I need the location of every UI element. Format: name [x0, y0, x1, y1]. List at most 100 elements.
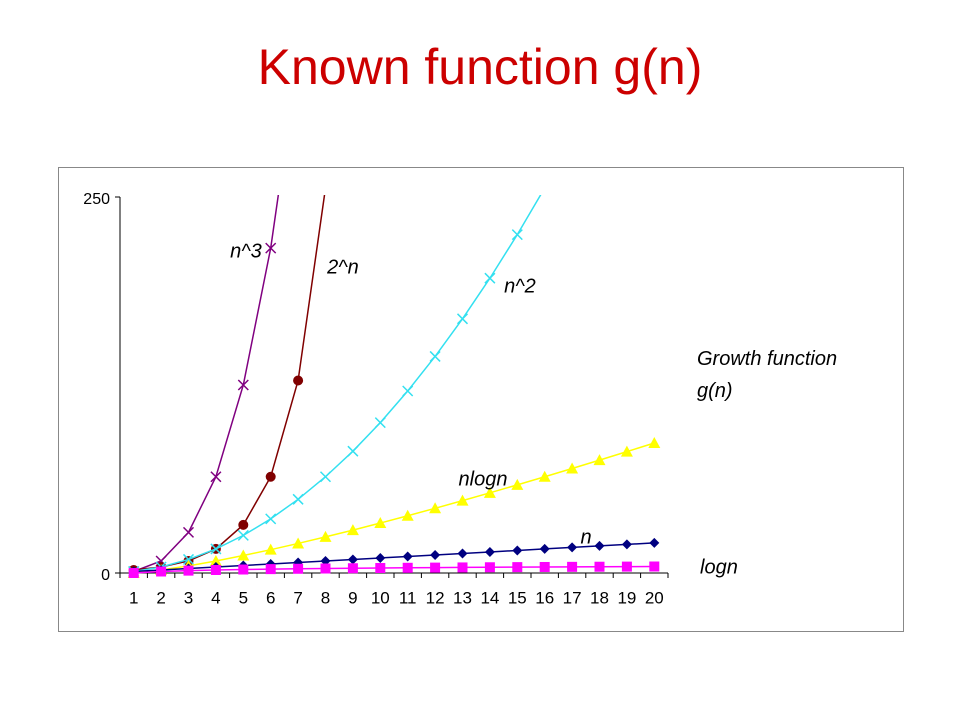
marker [483, 486, 496, 498]
x-tick-label: 4 [211, 588, 220, 607]
marker [238, 519, 249, 530]
chart-frame [58, 167, 904, 632]
marker [649, 561, 660, 572]
marker [402, 385, 414, 397]
marker [347, 554, 358, 565]
marker [293, 52, 303, 62]
marker [457, 562, 468, 573]
marker [540, 183, 550, 193]
marker [484, 272, 496, 284]
marker [320, 563, 331, 574]
marker [319, 530, 332, 542]
marker [622, 25, 632, 35]
annotation: Growth function g(n) [697, 348, 838, 402]
marker [183, 565, 194, 576]
x-tick-label: 5 [239, 588, 248, 607]
marker [347, 563, 358, 574]
marker [320, 555, 331, 566]
marker [237, 529, 249, 541]
x-tick-label: 20 [645, 588, 664, 607]
marker [292, 537, 305, 549]
marker [264, 543, 277, 555]
marker [430, 549, 441, 560]
marker [649, 537, 660, 548]
marker [374, 417, 386, 429]
x-tick-label: 15 [508, 588, 527, 607]
x-tick-label: 10 [371, 588, 390, 607]
marker [620, 445, 633, 457]
marker [182, 526, 195, 538]
marker [512, 562, 523, 573]
series-label: n^2 [504, 275, 536, 297]
marker [512, 545, 523, 556]
chart-title: Known function g(n) [257, 39, 703, 95]
marker [621, 539, 632, 550]
marker [593, 454, 606, 466]
marker [430, 562, 441, 573]
marker [594, 561, 605, 572]
marker [156, 566, 167, 577]
y-tick-label: 0 [101, 567, 110, 584]
x-tick-label: 1 [129, 588, 138, 607]
marker [621, 561, 632, 572]
marker [539, 561, 550, 572]
x-tick-label: 11 [399, 588, 417, 607]
marker [346, 524, 359, 536]
marker [539, 543, 550, 554]
marker [238, 564, 249, 575]
x-tick-label: 9 [348, 588, 357, 607]
marker [594, 540, 605, 551]
series-line [133, 442, 655, 574]
marker [265, 564, 276, 575]
marker [293, 375, 304, 386]
marker [128, 568, 139, 578]
marker [265, 242, 277, 254]
x-tick-label: 6 [266, 588, 275, 607]
marker [293, 563, 304, 574]
marker [210, 543, 222, 555]
x-tick-label: 8 [321, 588, 330, 607]
marker [402, 551, 413, 562]
x-tick-label: 2 [156, 588, 165, 607]
marker [457, 548, 468, 559]
marker [567, 542, 578, 553]
marker [402, 562, 413, 573]
marker [401, 509, 414, 521]
series-line [133, 195, 542, 573]
x-tick-label: 19 [617, 588, 636, 607]
marker [511, 478, 524, 490]
marker [347, 445, 359, 457]
marker [292, 493, 304, 505]
marker [511, 229, 523, 241]
series-label: 2^n [326, 256, 359, 278]
x-tick-label: 3 [184, 588, 193, 607]
series-label: n [580, 526, 591, 548]
y-tick-label: 250 [83, 191, 110, 208]
x-tick-label: 18 [590, 588, 609, 607]
marker [429, 350, 441, 362]
marker [237, 549, 250, 561]
marker [319, 471, 332, 483]
x-tick-label: 12 [426, 588, 445, 607]
marker [265, 471, 276, 482]
plot-area [127, 25, 661, 578]
marker [375, 552, 386, 563]
marker [182, 553, 195, 565]
x-tick-label: 16 [535, 588, 554, 607]
marker [538, 470, 551, 482]
marker [429, 502, 442, 514]
marker [566, 462, 579, 474]
x-tick-label: 7 [293, 588, 302, 607]
marker [210, 564, 221, 575]
x-tick-label: 17 [563, 588, 582, 607]
series-line [133, 195, 280, 573]
marker [321, 183, 331, 193]
marker [374, 517, 387, 529]
marker [237, 379, 249, 391]
series-label: n^3 [230, 240, 262, 262]
marker [456, 313, 469, 325]
marker [648, 436, 661, 448]
marker [595, 81, 605, 91]
